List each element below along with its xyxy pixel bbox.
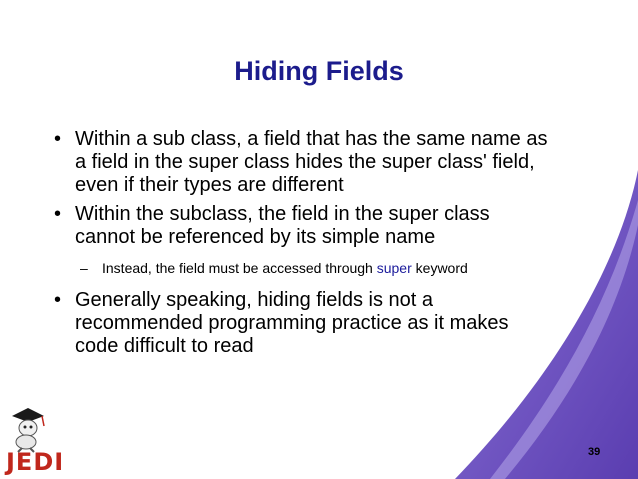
bullet-glyph: • [54, 289, 62, 311]
jedi-mascot-icon [12, 408, 45, 453]
bullet-list: • Within a sub class, a field that has t… [54, 128, 614, 364]
sub-bullet-text-after: keyword [411, 260, 468, 276]
slide-title: Hiding Fields [234, 56, 404, 86]
bullet-line: Within the subclass, the field in the su… [75, 203, 490, 225]
bullet-item: • Within a sub class, a field that has t… [54, 128, 614, 197]
jedi-logo-text: JEDI [6, 448, 65, 476]
bullet-line: a field in the super class hides the sup… [75, 151, 535, 173]
bullet-line: code difficult to read [75, 335, 254, 357]
bullet-line: Within a sub class, a field that has the… [75, 128, 548, 150]
swoosh-shape [455, 170, 638, 479]
bullet-item: • Within the subclass, the field in the … [54, 203, 614, 249]
super-keyword: super [376, 260, 412, 276]
bullet-line: recommended programming practice as it m… [75, 312, 509, 334]
bullet-line: even if their types are different [75, 174, 344, 196]
bullet-glyph: • [54, 128, 62, 150]
bullet-line: cannot be referenced by its simple name [75, 226, 436, 248]
sub-bullet-item: – Instead, the field must be accessed th… [54, 259, 614, 277]
bullet-item: • Generally speaking, hiding fields is n… [54, 289, 614, 358]
bullet-glyph: • [54, 203, 62, 225]
sub-bullet-glyph: – [80, 260, 88, 276]
bullet-line: Generally speaking, hiding fields is not… [75, 289, 433, 311]
sub-bullet-text-before: Instead, the field must be accessed thro… [102, 260, 377, 276]
page-number: 39 [588, 446, 601, 458]
